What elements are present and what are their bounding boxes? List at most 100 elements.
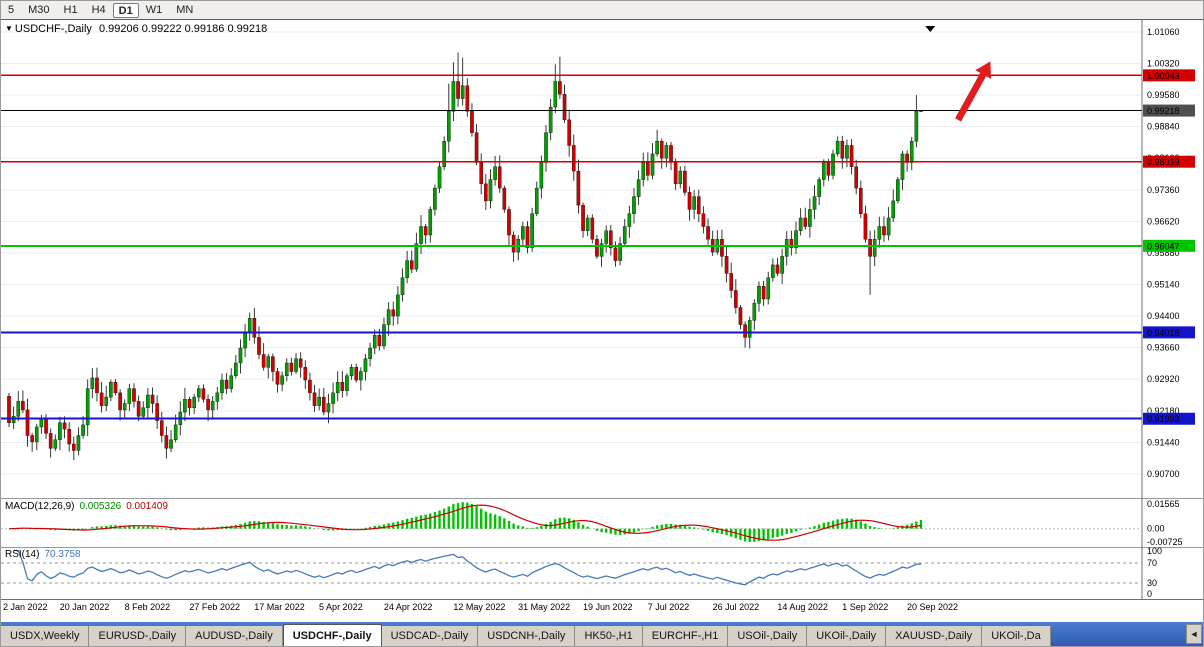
trend-arrow[interactable] xyxy=(955,61,991,122)
candle-body xyxy=(646,162,650,176)
chart-tab-usdcad-daily[interactable]: USDCAD-,Daily xyxy=(381,626,479,646)
candle-body xyxy=(673,162,678,185)
candle-body xyxy=(872,239,877,257)
candle-body xyxy=(280,375,284,385)
chart-tab-eurchf-h1[interactable]: EURCHF-,H1 xyxy=(642,626,729,646)
y-axis-label: 0.92920 xyxy=(1147,374,1180,384)
candle-body xyxy=(414,243,419,270)
candle-body xyxy=(669,145,673,163)
candle-body xyxy=(544,132,548,163)
macd-label: MACD(12,26,9) 0.005326 0.001409 xyxy=(5,501,168,512)
chart-tab-hk50-h1[interactable]: HK50-,H1 xyxy=(575,626,643,646)
candle-body xyxy=(90,377,95,389)
timeframe-button-m30[interactable]: M30 xyxy=(28,3,50,16)
chart-tab-ukoil-daily[interactable]: UKOil-,Daily xyxy=(807,626,887,646)
candle-body xyxy=(359,371,363,381)
candle-body xyxy=(521,226,525,240)
candle-body xyxy=(229,375,234,389)
candle-body xyxy=(349,367,354,376)
candle-body xyxy=(312,392,317,406)
candle-body xyxy=(16,401,21,417)
macd-signal-value: 0.001409 xyxy=(126,501,168,512)
rsi-line xyxy=(13,549,922,586)
x-axis-label: 26 Jul 2022 xyxy=(713,602,760,612)
candle-body xyxy=(914,111,919,142)
macd-signal-line xyxy=(8,504,922,541)
chart-symbol-label: USDCHF-,Daily xyxy=(14,23,92,35)
candle-body xyxy=(30,435,34,443)
candle-body xyxy=(775,264,780,274)
candle-body xyxy=(692,196,696,210)
candle-body xyxy=(470,111,474,133)
timeframe-button-h4[interactable]: H4 xyxy=(91,3,106,16)
macd-axis-label: 0.01565 xyxy=(1147,499,1180,509)
chart-tab-usdchf-daily[interactable]: USDCHF-,Daily xyxy=(282,624,382,646)
price-badge xyxy=(1143,239,1195,252)
x-axis-label: 12 May 2022 xyxy=(453,602,505,612)
timeframe-button-w1[interactable]: W1 xyxy=(145,3,163,16)
candle-body xyxy=(460,85,465,99)
candle-body xyxy=(303,367,308,381)
timeframe-toolbar: 5 M30 H1 H4 D1 W1 MN xyxy=(1,1,1203,20)
rsi-axis-label: 0 xyxy=(1147,589,1152,599)
candle-body xyxy=(622,226,627,244)
candle-body xyxy=(784,239,789,257)
rsi-label: RSI(14) 70.3758 xyxy=(5,549,81,560)
candle-body xyxy=(627,213,632,227)
timeframe-button-h1[interactable]: H1 xyxy=(63,3,78,16)
timeframe-button-d1[interactable]: D1 xyxy=(112,2,139,18)
candle-body xyxy=(859,187,863,214)
candle-body xyxy=(446,111,451,142)
x-axis-label: 14 Aug 2022 xyxy=(777,602,828,612)
candle-body xyxy=(99,392,104,406)
price-badge-label: 0.98019 xyxy=(1147,157,1180,167)
candle-body xyxy=(400,277,405,295)
candle-body xyxy=(363,358,368,372)
x-axis-label: 19 Jun 2022 xyxy=(583,602,633,612)
tab-scroll-button[interactable]: ◄ xyxy=(1186,624,1202,644)
x-axis-label: 8 Feb 2022 xyxy=(125,602,171,612)
candle-body xyxy=(271,356,275,372)
timeframe-button-mn[interactable]: MN xyxy=(176,3,194,16)
chart-tab-usdcnh-daily[interactable]: USDCNH-,Daily xyxy=(478,626,576,646)
price-badge xyxy=(1143,155,1195,168)
chart-tab-usdx-weekly[interactable]: USDX,Weekly xyxy=(1,626,90,646)
candle-body xyxy=(146,394,150,408)
y-axis-label: 0.90700 xyxy=(1147,469,1180,479)
candle-body xyxy=(377,335,382,347)
down-triangle-marker-icon xyxy=(925,26,936,33)
candle-body xyxy=(58,422,62,440)
chart-tab-eurusd-daily[interactable]: EURUSD-,Daily xyxy=(89,626,187,646)
price-badge-label: 0.99218 xyxy=(1147,106,1180,116)
candle-body xyxy=(752,303,757,321)
candle-body xyxy=(474,132,479,163)
candle-body xyxy=(562,94,567,121)
candle-body xyxy=(706,226,710,240)
chart-tab-audusd-daily[interactable]: AUDUSD-,Daily xyxy=(186,626,283,646)
candle-body xyxy=(95,377,99,394)
chart-tab-usoil-daily[interactable]: USOil-,Daily xyxy=(728,626,808,646)
candle-body xyxy=(456,81,460,99)
candle-body xyxy=(433,187,437,210)
timeframe-button-5[interactable]: 5 xyxy=(8,3,15,16)
chart-tab-xauusd-daily[interactable]: XAUUSD-,Daily xyxy=(886,626,983,646)
candle-body xyxy=(335,381,340,394)
candle-body xyxy=(738,307,743,325)
candle-body xyxy=(21,401,25,411)
y-axis-label: 0.99580 xyxy=(1147,90,1180,100)
candle-body xyxy=(534,187,539,214)
candle-body xyxy=(451,81,456,112)
candle-body xyxy=(484,183,488,202)
candle-body xyxy=(331,392,335,404)
candle-body xyxy=(150,394,155,404)
candle-body xyxy=(173,424,178,440)
chart-tab-ukoil-da[interactable]: UKOil-,Da xyxy=(982,626,1051,646)
candle-body xyxy=(284,362,289,376)
candle-body xyxy=(127,388,132,404)
candle-body xyxy=(599,243,604,257)
candle-body xyxy=(747,320,752,338)
candle-body xyxy=(169,439,173,449)
price-badge-label: 0.96047 xyxy=(1147,241,1180,251)
